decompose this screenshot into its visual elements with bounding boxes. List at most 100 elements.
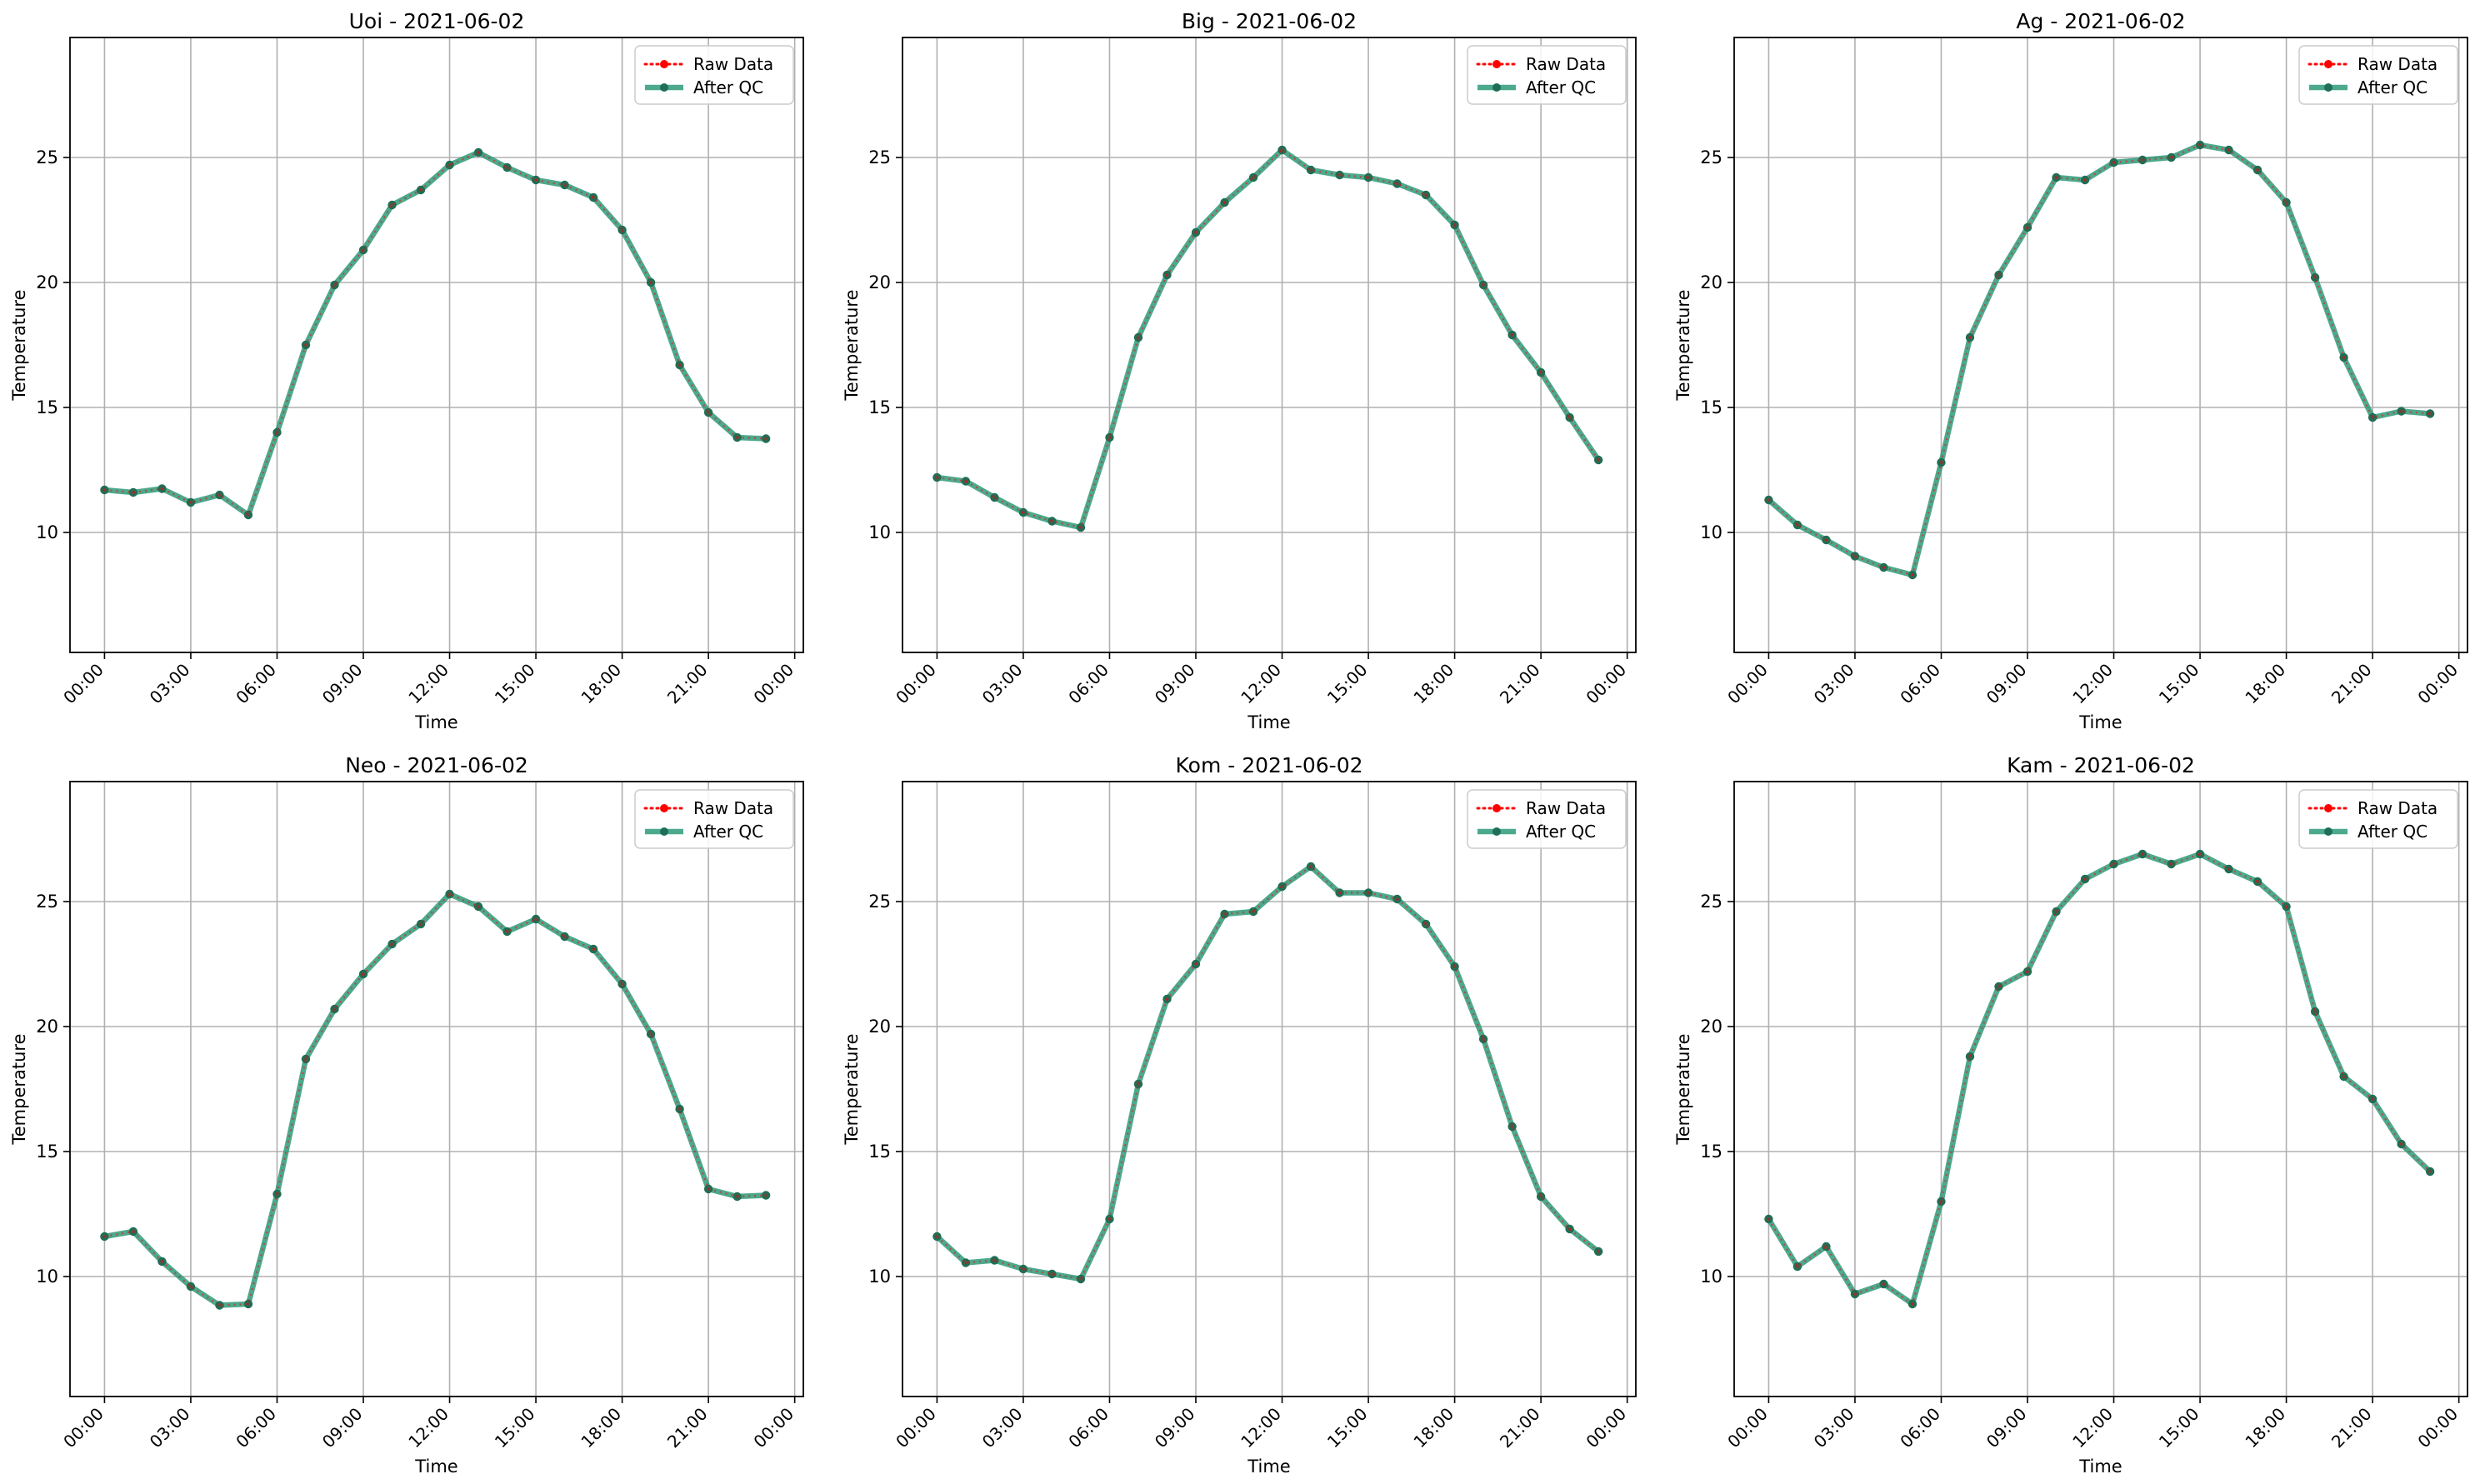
data-point-raw-data [1538,1194,1543,1199]
x-tick-label: 12:00 [1237,660,1285,708]
data-point-raw-data [648,280,653,285]
x-tick-label: 12:00 [404,1404,452,1452]
data-point-raw-data [390,202,394,207]
data-point-raw-data [160,1259,164,1264]
x-axis-label: Time [1247,712,1290,732]
data-point-raw-data [1136,1082,1141,1087]
legend: Raw Data After QC [634,789,794,849]
data-point-after-qc [2195,849,2205,859]
data-point-raw-data [1568,415,1572,420]
data-point-raw-data [2112,862,2116,867]
data-point-after-qc [1565,412,1574,422]
data-point-after-qc [1220,909,1229,919]
series-line-raw-data [937,148,1600,529]
data-point-raw-data [2370,415,2375,420]
data-point-raw-data [2255,167,2260,172]
data-point-raw-data [1395,897,1399,902]
data-point-raw-data [1968,1054,1972,1059]
y-tick-label: 25 [868,892,891,912]
data-point-after-qc [502,162,512,172]
data-point-raw-data [1538,370,1543,375]
data-point-after-qc [1508,1122,1517,1132]
data-point-after-qc [531,175,541,185]
x-tick-label: 09:00 [318,1404,367,1452]
x-axis-label: Time [1247,1457,1290,1477]
data-point-raw-data [1251,175,1256,180]
data-point-after-qc [388,939,397,949]
y-tick-label: 20 [868,272,891,292]
data-point-after-qc [1450,962,1459,972]
data-point-raw-data [2312,1009,2318,1014]
data-point-raw-data [160,487,164,491]
data-point-after-qc [2425,1167,2435,1177]
data-point-raw-data [1997,272,2001,277]
chart-panel: 00:00 03:00 06:00 09:00 12:00 15:00 18:00 21:00… [9,9,804,732]
data-point-raw-data [2399,409,2403,413]
data-point-raw-data [1968,335,1972,340]
x-tick-label: 06:00 [232,660,280,708]
y-tick-label: 25 [36,147,58,167]
x-tick-label: 06:00 [1064,1404,1112,1452]
data-point-after-qc [1076,522,1086,532]
data-point-raw-data [2169,862,2173,867]
data-point-raw-data [476,150,481,155]
chart-panel: 00:00 03:00 06:00 09:00 12:00 15:00 18:00 21:00… [9,753,804,1477]
axes-frame [69,781,804,1397]
data-point-raw-data [1452,964,1457,969]
legend-label-after-qc: After QC [1526,822,1596,842]
x-tick-label: 12:00 [1237,1404,1285,1452]
legend-marker-raw-data [660,60,668,68]
x-tick-label: 21:00 [1496,660,1544,708]
data-point-raw-data [1395,182,1399,186]
y-tick-label: 25 [1700,892,1722,912]
legend: Raw Data After QC [634,45,794,105]
data-point-raw-data [1423,192,1428,197]
data-point-raw-data [2342,1074,2346,1079]
chart-panel: 00:00 03:00 06:00 09:00 12:00 15:00 18:00 21:00… [1673,753,2468,1477]
data-point-raw-data [2312,275,2318,280]
x-tick-label: 15:00 [2155,660,2203,708]
data-point-raw-data [1481,1037,1486,1042]
data-point-after-qc [1450,220,1459,230]
data-point-after-qc [243,510,253,520]
data-point-raw-data [1338,172,1342,177]
x-axis-label: Time [2078,712,2122,732]
y-tick-label: 15 [868,1142,891,1162]
x-tick-label: 06:00 [232,1404,280,1452]
series-line-after-qc [936,147,1601,531]
x-tick-label: 18:00 [577,660,625,708]
data-point-after-qc [1363,888,1373,897]
data-point-raw-data [1481,282,1486,287]
data-point-raw-data [763,437,768,441]
data-point-raw-data [2169,155,2173,160]
data-point-after-qc [1248,907,1258,917]
data-point-after-qc [1105,432,1114,442]
data-point-raw-data [102,487,107,492]
y-tick-label: 25 [36,892,58,912]
data-point-raw-data [2025,969,2030,974]
data-point-raw-data [591,195,596,200]
chart-title: Neo - 2021-06-02 [345,753,528,777]
data-point-after-qc [2252,877,2262,887]
legend-marker-after-qc [660,83,668,92]
y-tick-label: 10 [868,1267,891,1287]
data-point-raw-data [678,1107,682,1112]
x-axis-label: Time [414,1457,458,1477]
legend-label-after-qc: After QC [2358,77,2428,97]
data-point-raw-data [1423,922,1428,927]
data-point-raw-data [1997,984,2001,989]
data-point-raw-data [935,1234,939,1239]
data-point-raw-data [620,227,624,232]
data-point-after-qc [1048,517,1057,526]
data-point-after-qc [1278,882,1287,892]
data-point-after-qc [128,487,138,497]
data-point-raw-data [1165,997,1169,1002]
x-tick-label: 09:00 [1151,1404,1199,1452]
series-line-raw-data [936,865,1599,1281]
chart-panel: 00:00 03:00 06:00 09:00 12:00 15:00 18:00 21:00… [842,9,1637,732]
data-point-raw-data [2198,142,2202,147]
data-point-raw-data [1338,891,1342,895]
series-line-raw-data [1768,852,2431,1306]
data-point-after-qc [1965,1052,1975,1062]
data-point-after-qc [358,245,368,255]
